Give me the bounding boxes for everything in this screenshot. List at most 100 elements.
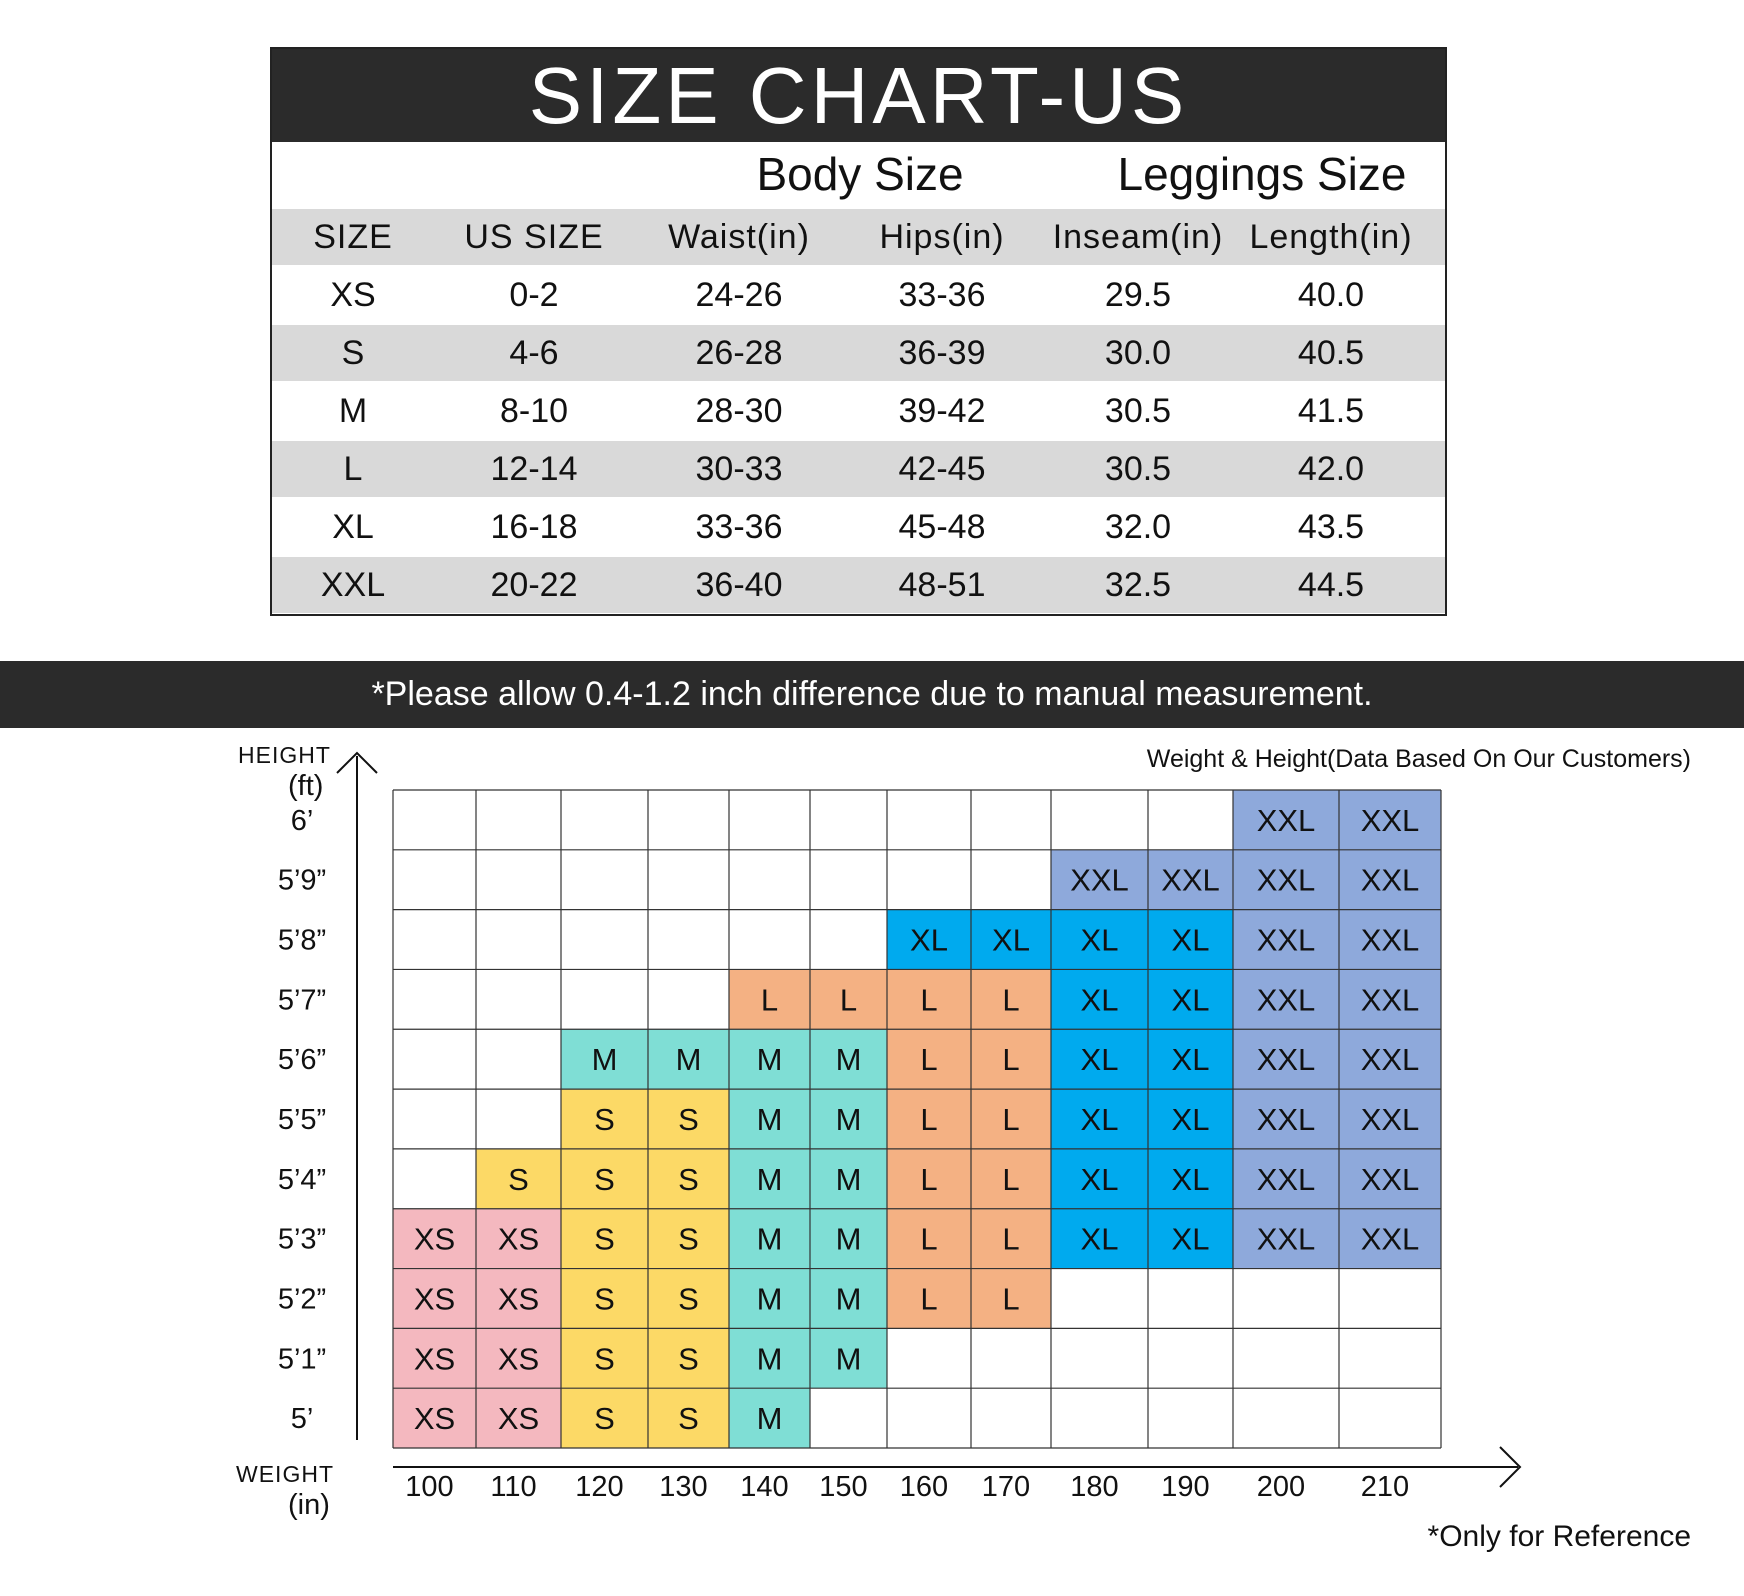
cell-size-label: M — [757, 1042, 783, 1077]
cell-size-label: M — [836, 1042, 862, 1077]
empty-cell — [561, 969, 648, 1030]
size-cell-xxl — [1051, 849, 1148, 910]
empty-cell — [476, 1089, 561, 1149]
table-row: XXL 20-22 36-40 48-51 32.5 44.5 — [272, 557, 1445, 613]
size-cell-xxl — [1339, 969, 1441, 1030]
cell-length: 42.0 — [1297, 450, 1365, 488]
cell-size-label: XS — [498, 1401, 539, 1436]
cell-size-label: L — [920, 1281, 937, 1316]
size-cell-l — [887, 1208, 971, 1269]
size-cell-xs — [393, 1268, 476, 1329]
size-cell-m — [729, 1208, 810, 1269]
cell-size-label: XXL — [1257, 803, 1316, 838]
size-cell-l — [971, 969, 1051, 1030]
cell-size-label: XL — [1081, 923, 1119, 958]
cell-size-label: L — [1002, 1102, 1019, 1137]
cell-size-label: M — [757, 1401, 783, 1436]
empty-cell — [393, 1029, 476, 1090]
size-cell-xl — [1148, 909, 1233, 970]
cell-length: 41.5 — [1297, 392, 1365, 430]
empty-cell — [887, 1328, 971, 1389]
x-tick-label: 160 — [900, 1471, 948, 1503]
cell-hips: 45-48 — [898, 508, 986, 546]
cell-size-label: XS — [498, 1281, 539, 1316]
empty-cell — [810, 849, 887, 910]
size-cell-l — [971, 1089, 1051, 1149]
x-tick-label: 190 — [1161, 1471, 1209, 1503]
x-tick-label: 130 — [659, 1471, 707, 1503]
header-waist: Waist(in) — [668, 218, 810, 256]
y-tick-label: 5’ — [291, 1403, 314, 1435]
y-tick-label: 5’9” — [278, 865, 326, 897]
size-cell-xl — [1148, 1208, 1233, 1269]
x-tick-label: 180 — [1070, 1471, 1118, 1503]
cell-size-label: S — [594, 1222, 615, 1257]
size-cell-xs — [476, 1208, 561, 1269]
empty-cell — [561, 849, 648, 910]
empty-cell — [561, 790, 648, 850]
empty-cell — [476, 969, 561, 1030]
empty-cell — [1148, 1388, 1233, 1448]
cell-size-label: XXL — [1257, 1162, 1316, 1197]
cell-size-label: L — [1002, 982, 1019, 1017]
cell-size-label: XL — [1081, 1222, 1119, 1257]
size-cell-s — [561, 1328, 648, 1389]
size-cell-xl — [1051, 1029, 1148, 1090]
x-tick-label: 150 — [819, 1471, 867, 1503]
size-cell-m — [729, 1268, 810, 1329]
y-axis-title: HEIGHT — [238, 742, 331, 768]
cell-size-label: XL — [1172, 982, 1210, 1017]
empty-cell — [476, 849, 561, 910]
cell-size-label: XL — [910, 923, 948, 958]
cell-size-label: XS — [414, 1401, 455, 1436]
empty-cell — [1051, 1328, 1148, 1389]
size-cell-xs — [476, 1328, 561, 1389]
size-cell-l — [887, 1268, 971, 1329]
cell-size: XS — [330, 276, 376, 314]
cell-us-size: 20-22 — [490, 566, 578, 604]
size-cell-s — [648, 1208, 729, 1269]
cell-size: XXL — [320, 566, 386, 604]
table-title: SIZE CHART-US — [272, 49, 1445, 142]
header-length: Length(in) — [1249, 218, 1413, 256]
cell-size-label: S — [678, 1401, 699, 1436]
size-cell-s — [561, 1208, 648, 1269]
y-axis-arrow-icon — [336, 751, 378, 774]
size-cell-xxl — [1233, 790, 1339, 850]
size-cell-m — [810, 1089, 887, 1149]
cell-size-label: XXL — [1361, 1042, 1420, 1077]
size-cell-l — [971, 1148, 1051, 1209]
size-cell-xxl — [1339, 1029, 1441, 1090]
measurement-note-banner: *Please allow 0.4-1.2 inch difference du… — [0, 661, 1744, 728]
empty-cell — [1148, 790, 1233, 850]
size-cell-m — [729, 1089, 810, 1149]
cell-size-label: L — [761, 982, 778, 1017]
empty-cell — [648, 969, 729, 1030]
cell-waist: 24-26 — [695, 276, 783, 314]
empty-cell — [1051, 790, 1148, 850]
empty-cell — [393, 969, 476, 1030]
size-cell-s — [648, 1268, 729, 1329]
cell-size-label: XXL — [1257, 863, 1316, 898]
size-cell-m — [561, 1029, 648, 1090]
empty-cell — [971, 849, 1051, 910]
size-cell-xl — [1051, 1148, 1148, 1209]
table-header-row: SIZE US SIZE Waist(in) Hips(in) Inseam(i… — [272, 209, 1445, 265]
cell-size-label: M — [836, 1162, 862, 1197]
size-cell-xs — [476, 1388, 561, 1448]
cell-hips: 36-39 — [898, 334, 986, 372]
size-cell-s — [648, 1328, 729, 1389]
cell-size-label: M — [836, 1102, 862, 1137]
y-tick-label: 5’8” — [278, 925, 326, 957]
size-cell-m — [729, 1328, 810, 1389]
size-cell-l — [810, 969, 887, 1030]
cell-size-label: S — [678, 1281, 699, 1316]
empty-cell — [729, 909, 810, 970]
cell-size-label: XXL — [1257, 1222, 1316, 1257]
size-cell-m — [729, 1029, 810, 1090]
empty-cell — [1148, 1328, 1233, 1389]
cell-size: S — [341, 334, 365, 372]
cell-size-label: XXL — [1361, 863, 1420, 898]
chart-grid — [392, 789, 1442, 1449]
cell-hips: 48-51 — [898, 566, 986, 604]
